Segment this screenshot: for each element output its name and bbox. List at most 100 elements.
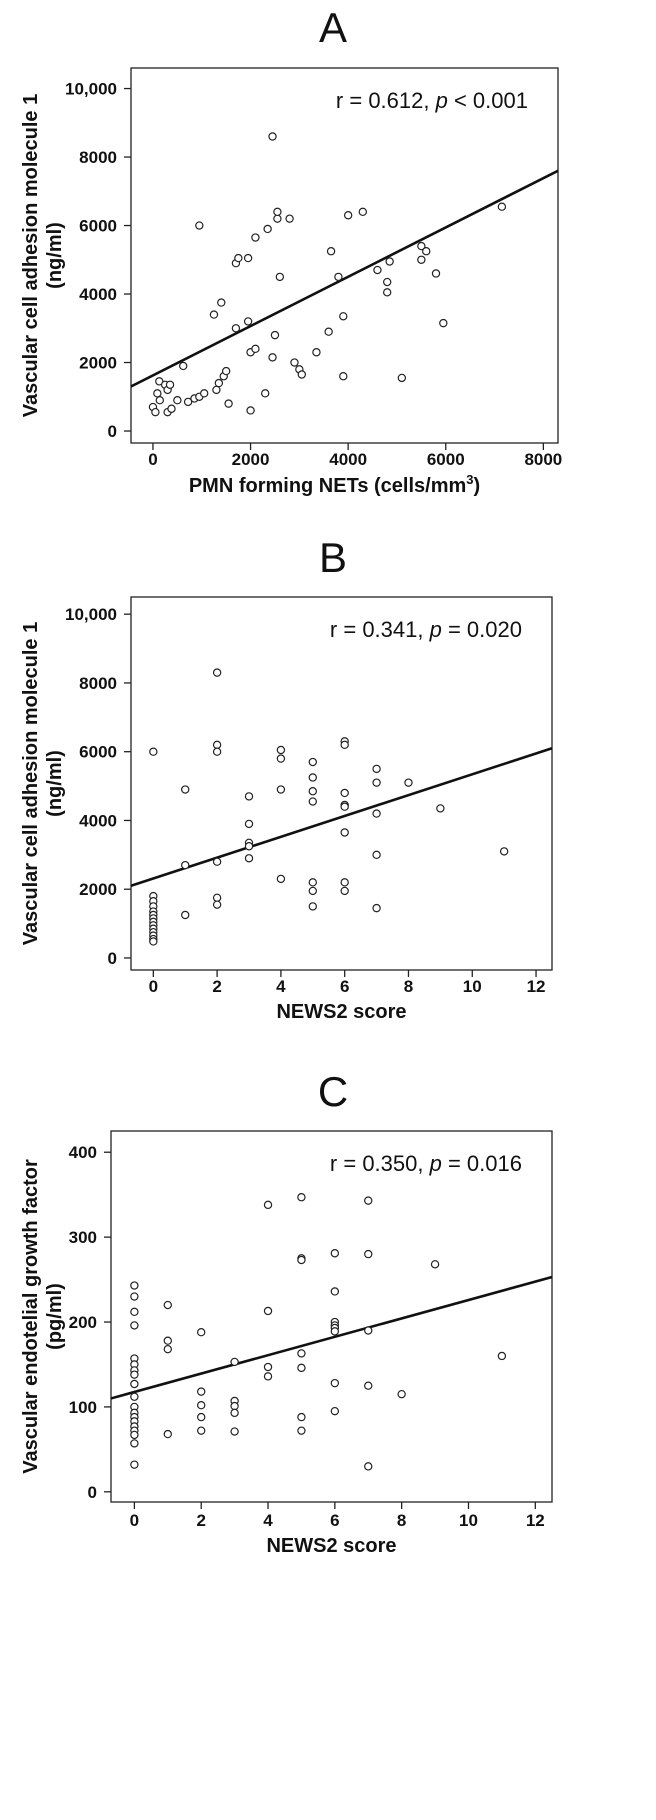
data-point (263, 1200, 273, 1210)
data-point (197, 1328, 206, 1337)
data-point (308, 787, 317, 796)
data-point (212, 893, 222, 903)
annotation-r: r = 0.350, (330, 1151, 430, 1176)
data-point (246, 406, 255, 415)
y-tick-label: 0 (88, 1483, 97, 1502)
y-tick-label: 0 (108, 422, 117, 441)
data-point (364, 1196, 373, 1205)
data-point (167, 404, 176, 413)
data-point (497, 1351, 507, 1361)
x-axis-label-text: NEWS2 score (266, 1535, 396, 1557)
annotation-p-value: = 0.016 (442, 1151, 522, 1176)
data-point (263, 1372, 273, 1381)
x-tick-label: 2 (196, 1511, 205, 1530)
x-axis-label-superscript: 3 (466, 472, 473, 487)
data-point (308, 757, 317, 767)
data-point (383, 277, 392, 287)
x-axis-label: NEWS2 score (266, 1535, 396, 1557)
data-point (330, 1249, 340, 1258)
data-point (340, 740, 349, 750)
x-tick-label: 8 (397, 1511, 406, 1530)
x-tick-label: 4 (263, 1511, 273, 1530)
y-tick-label: 2000 (79, 880, 117, 899)
y-tick-label: 300 (69, 1228, 97, 1247)
data-point (364, 1249, 373, 1259)
data-point (397, 1389, 406, 1399)
data-point (149, 937, 158, 946)
data-point (130, 1292, 139, 1301)
data-point (181, 910, 190, 920)
data-point (372, 850, 381, 860)
x-axis-label: PMN forming NETs (cells/mm3) (189, 472, 480, 497)
data-point (221, 366, 231, 376)
data-point (297, 1363, 306, 1373)
data-point (234, 253, 243, 263)
data-point (339, 372, 348, 381)
data-point (230, 1401, 239, 1411)
y-tick-label: 200 (69, 1313, 97, 1332)
data-point (276, 754, 286, 763)
data-point (261, 389, 270, 398)
data-point (149, 747, 158, 756)
data-point (340, 886, 349, 896)
data-point (163, 1300, 172, 1310)
data-point (230, 1427, 239, 1436)
x-tick-label: 8000 (524, 450, 562, 469)
data-point (275, 272, 285, 282)
data-point (308, 878, 317, 887)
data-point (422, 247, 431, 256)
data-point (217, 298, 226, 307)
data-point (330, 1287, 340, 1296)
data-point (308, 902, 317, 911)
data-point (340, 788, 349, 798)
x-tick-label: 0 (130, 1511, 139, 1530)
data-point (179, 361, 188, 371)
data-point (130, 1281, 139, 1290)
data-point (372, 903, 381, 913)
data-point (130, 1392, 139, 1401)
annotation-p: p (429, 1151, 442, 1176)
data-point (417, 255, 426, 264)
annotation-p-value: = 0.020 (442, 617, 522, 642)
data-point (334, 272, 343, 282)
data-point (297, 1426, 306, 1435)
data-point (199, 389, 209, 398)
x-tick-label: 0 (148, 450, 157, 469)
data-point (197, 1401, 206, 1410)
data-point (276, 745, 286, 755)
chart-panel-b: B 0 2 4 6 8 10 12 0 2000 4000 6000 8000 10,000 r = 0.3… (20, 534, 553, 1023)
x-tick-label: 2000 (232, 450, 270, 469)
y-tick-label: 4000 (79, 811, 117, 830)
data-point (243, 317, 253, 326)
annotation-r: r = 0.612, (336, 88, 436, 113)
chart-panel-c: C 0 2 4 6 8 10 12 0 100 200 300 400 r = 0.350, p = 0.… (20, 1068, 553, 1557)
x-tick-label: 8 (404, 977, 413, 996)
data-point (163, 1336, 172, 1345)
data-point (330, 1327, 340, 1336)
y-tick-label: 10,000 (65, 80, 117, 99)
data-point (340, 828, 349, 837)
data-point (212, 740, 222, 750)
data-point (153, 389, 162, 398)
data-point (436, 804, 445, 813)
data-point (214, 378, 224, 388)
data-point (276, 785, 286, 794)
data-point (268, 132, 277, 141)
data-point (130, 1370, 139, 1379)
y-tick-label: 4000 (79, 285, 117, 304)
data-point (130, 1430, 139, 1440)
data-point (397, 373, 407, 383)
data-point (404, 778, 413, 787)
data-point (324, 327, 333, 336)
data-point (330, 1406, 340, 1416)
data-point (297, 1255, 306, 1265)
y-axis-label-line: Vascular cell adhesion molecule 1 (20, 622, 42, 946)
plot-frame (130, 596, 553, 971)
data-point (358, 207, 367, 217)
x-tick-label: 4 (276, 977, 286, 996)
data-point (364, 1462, 373, 1471)
data-point (173, 395, 182, 405)
data-point (276, 874, 286, 884)
data-point (273, 207, 282, 217)
